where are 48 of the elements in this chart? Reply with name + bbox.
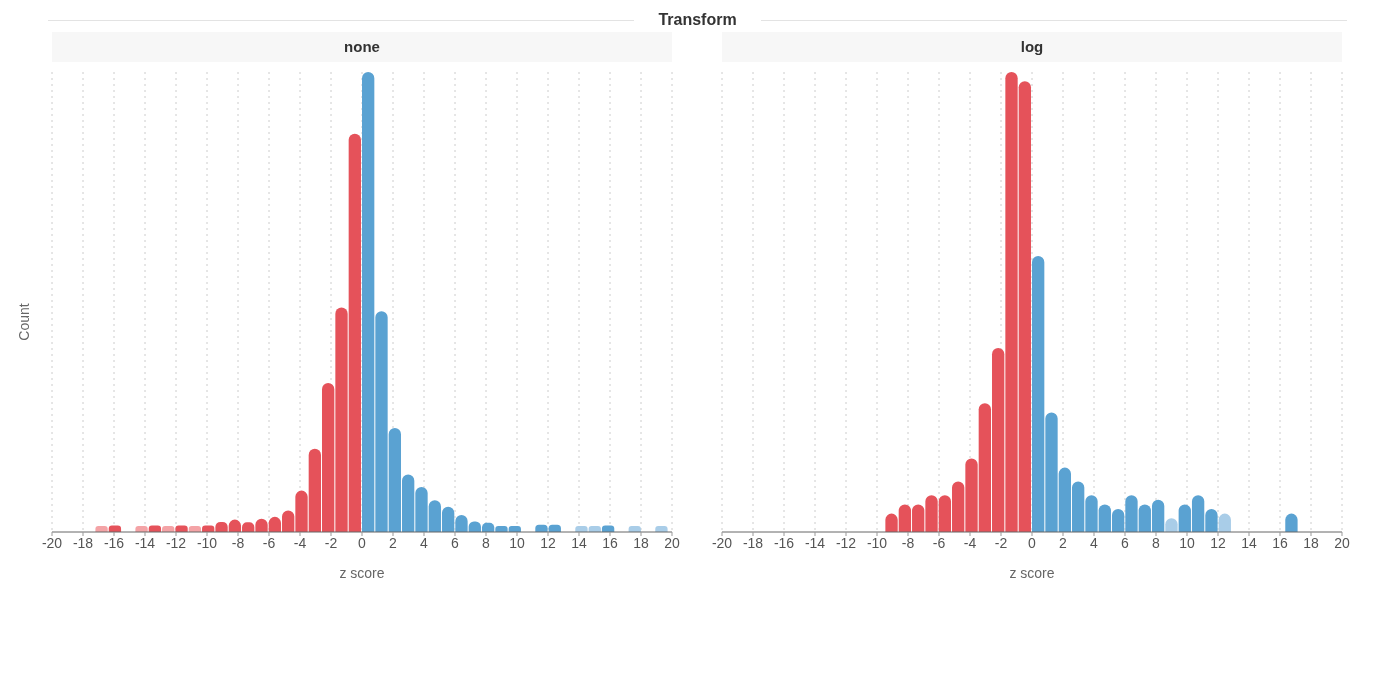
x-tick-label: -10 — [866, 534, 888, 551]
x-tick-label: 12 — [1210, 534, 1226, 551]
x-tick-label: -6 — [932, 534, 946, 551]
x-axis-title: z score — [339, 565, 385, 581]
x-tick-label: 20 — [1334, 534, 1350, 551]
x-tick-label: 8 — [1152, 534, 1161, 551]
x-tick-label: -14 — [804, 534, 826, 551]
x-tick-label: 6 — [1121, 534, 1130, 551]
x-tick-label: 10 — [509, 534, 525, 551]
x-tick-label: 2 — [389, 534, 398, 551]
x-tick-label: 2 — [1059, 534, 1068, 551]
y-axis-title: Count — [16, 303, 32, 341]
x-tick-label: 4 — [1090, 534, 1099, 551]
x-tick-label: 8 — [482, 534, 491, 551]
x-tick-label: -6 — [262, 534, 276, 551]
x-tick-label: -12 — [835, 534, 857, 551]
x-tick-label: 10 — [1179, 534, 1195, 551]
x-tick-label: 14 — [571, 534, 587, 551]
x-tick-label: 20 — [664, 534, 680, 551]
x-tick-label: -18 — [742, 534, 764, 551]
x-tick-label: -8 — [231, 534, 245, 551]
chart-title: log — [722, 32, 1342, 62]
x-tick-label: 18 — [1303, 534, 1319, 551]
x-tick-label: -12 — [165, 534, 187, 551]
x-tick-label: -2 — [324, 534, 338, 551]
x-tick-label: -8 — [901, 534, 915, 551]
chart-title: none — [52, 32, 672, 62]
x-tick-label: 0 — [1028, 534, 1037, 551]
x-tick-label: 16 — [602, 534, 618, 551]
x-tick-label: 6 — [451, 534, 460, 551]
x-tick-label: -16 — [103, 534, 125, 551]
x-tick-label: 16 — [1272, 534, 1288, 551]
x-tick-label: 18 — [633, 534, 649, 551]
x-tick-label: -10 — [196, 534, 218, 551]
x-tick-label: -18 — [72, 534, 94, 551]
x-tick-label: -4 — [293, 534, 307, 551]
x-tick-label: -20 — [711, 534, 733, 551]
x-tick-label: -2 — [994, 534, 1008, 551]
x-tick-label: 4 — [420, 534, 429, 551]
x-tick-label: 12 — [540, 534, 556, 551]
x-tick-label: 14 — [1241, 534, 1257, 551]
x-tick-label: -20 — [41, 534, 63, 551]
x-axis-title: z score — [1009, 565, 1055, 581]
x-tick-label: -14 — [134, 534, 156, 551]
x-tick-label: -4 — [963, 534, 977, 551]
text: Transform — [657, 11, 738, 29]
x-tick-label: 0 — [358, 534, 367, 551]
x-tick-label: -16 — [773, 534, 795, 551]
